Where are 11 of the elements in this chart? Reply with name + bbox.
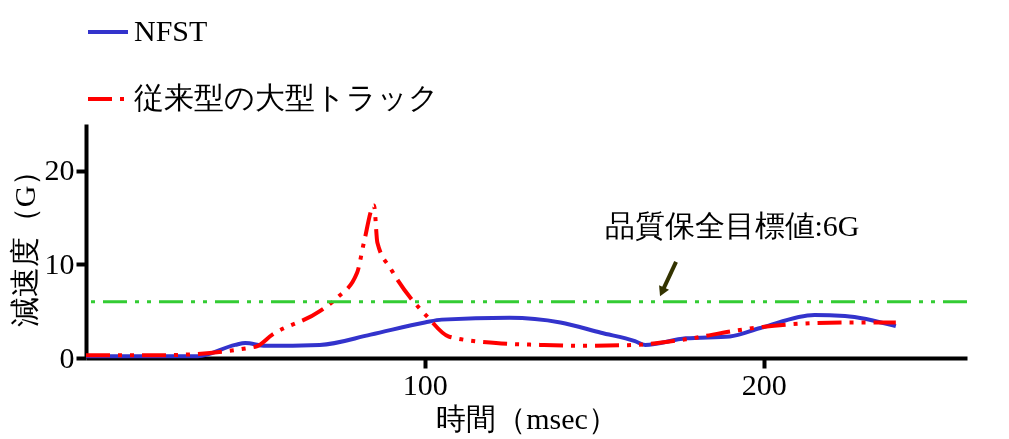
y-axis-title: 減速度（G） (7, 155, 41, 328)
x-tick-label: 200 (741, 367, 787, 401)
legend-label: NFST (134, 14, 208, 47)
x-axis-title: 時間（msec） (436, 401, 618, 435)
x-tick-label: 100 (402, 367, 448, 401)
y-tick-label: 10 (44, 246, 75, 280)
line-series (84, 203, 898, 358)
y-tick-label: 0 (59, 340, 75, 374)
annotation: 品質保全目標値:6G (604, 208, 860, 242)
y-tick-label: 20 (44, 153, 75, 187)
legend-label: 従来型の大型トラック (134, 81, 439, 114)
